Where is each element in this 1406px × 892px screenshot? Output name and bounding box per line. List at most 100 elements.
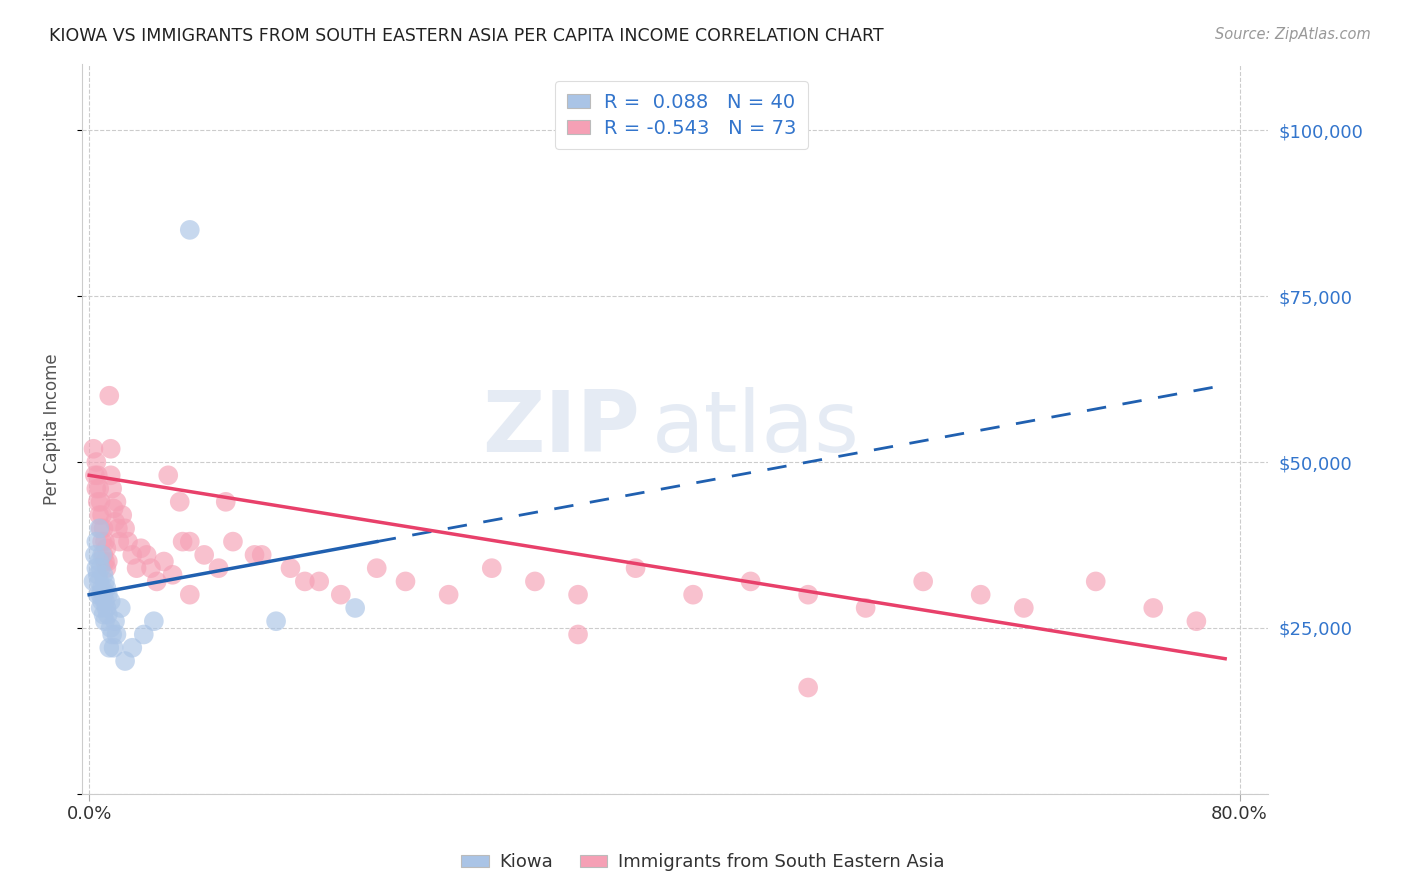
- Point: [250, 548, 273, 562]
- Point: [329, 588, 352, 602]
- Point: [90, 521, 112, 535]
- Point: [104, 614, 127, 628]
- Point: [101, 627, 124, 641]
- Point: [93, 588, 115, 602]
- Point: [89, 508, 111, 522]
- Point: [215, 495, 238, 509]
- Point: [96, 581, 118, 595]
- Point: [94, 574, 117, 589]
- Point: [125, 561, 148, 575]
- Point: [157, 468, 180, 483]
- Point: [344, 601, 367, 615]
- Point: [86, 455, 108, 469]
- Point: [110, 601, 132, 615]
- Point: [567, 588, 589, 602]
- Point: [82, 574, 104, 589]
- Point: [90, 561, 112, 575]
- Legend: R =  0.088   N = 40, R = -0.543   N = 73: R = 0.088 N = 40, R = -0.543 N = 73: [555, 81, 808, 149]
- Text: KIOWA VS IMMIGRANTS FROM SOUTH EASTERN ASIA PER CAPITA INCOME CORRELATION CHART: KIOWA VS IMMIGRANTS FROM SOUTH EASTERN A…: [49, 27, 884, 45]
- Point: [394, 574, 416, 589]
- Point: [855, 601, 877, 615]
- Point: [222, 534, 245, 549]
- Point: [89, 521, 111, 535]
- Point: [83, 468, 105, 483]
- Point: [108, 534, 131, 549]
- Point: [107, 521, 129, 535]
- Point: [89, 574, 111, 589]
- Point: [94, 534, 117, 549]
- Point: [132, 627, 155, 641]
- Point: [207, 561, 229, 575]
- Point: [366, 561, 388, 575]
- Point: [86, 534, 108, 549]
- Point: [193, 548, 215, 562]
- Point: [179, 588, 201, 602]
- Point: [91, 548, 114, 562]
- Point: [145, 574, 167, 589]
- Point: [100, 442, 122, 456]
- Point: [142, 614, 165, 628]
- Point: [264, 614, 287, 628]
- Point: [100, 594, 122, 608]
- Point: [179, 534, 201, 549]
- Point: [96, 541, 118, 556]
- Point: [94, 614, 117, 628]
- Point: [121, 548, 143, 562]
- Point: [970, 588, 993, 602]
- Point: [90, 588, 112, 602]
- Point: [98, 640, 121, 655]
- Point: [86, 561, 108, 575]
- Point: [139, 561, 162, 575]
- Point: [153, 555, 176, 569]
- Point: [114, 521, 136, 535]
- Point: [96, 601, 118, 615]
- Point: [87, 567, 110, 582]
- Point: [129, 541, 152, 556]
- Point: [797, 681, 820, 695]
- Point: [111, 508, 134, 522]
- Text: ZIP: ZIP: [482, 387, 640, 470]
- Point: [682, 588, 704, 602]
- Point: [83, 548, 105, 562]
- Point: [97, 607, 120, 622]
- Legend: Kiowa, Immigrants from South Eastern Asia: Kiowa, Immigrants from South Eastern Asi…: [454, 847, 952, 879]
- Point: [103, 640, 125, 655]
- Point: [94, 594, 117, 608]
- Point: [523, 574, 546, 589]
- Point: [93, 548, 115, 562]
- Point: [121, 640, 143, 655]
- Point: [179, 223, 201, 237]
- Point: [172, 534, 194, 549]
- Point: [280, 561, 302, 575]
- Point: [437, 588, 460, 602]
- Point: [162, 567, 184, 582]
- Point: [91, 508, 114, 522]
- Point: [1142, 601, 1164, 615]
- Point: [90, 601, 112, 615]
- Point: [567, 627, 589, 641]
- Point: [135, 548, 157, 562]
- Y-axis label: Per Capita Income: Per Capita Income: [44, 353, 60, 505]
- Point: [90, 495, 112, 509]
- Point: [243, 548, 266, 562]
- Point: [294, 574, 316, 589]
- Point: [87, 588, 110, 602]
- Point: [93, 567, 115, 582]
- Point: [86, 482, 108, 496]
- Point: [87, 495, 110, 509]
- Point: [1185, 614, 1208, 628]
- Point: [104, 515, 127, 529]
- Point: [94, 555, 117, 569]
- Point: [1012, 601, 1035, 615]
- Point: [82, 442, 104, 456]
- Point: [114, 654, 136, 668]
- Point: [89, 482, 111, 496]
- Point: [912, 574, 935, 589]
- Point: [91, 581, 114, 595]
- Point: [91, 534, 114, 549]
- Point: [97, 555, 120, 569]
- Point: [481, 561, 503, 575]
- Point: [96, 561, 118, 575]
- Point: [105, 495, 128, 509]
- Point: [169, 495, 191, 509]
